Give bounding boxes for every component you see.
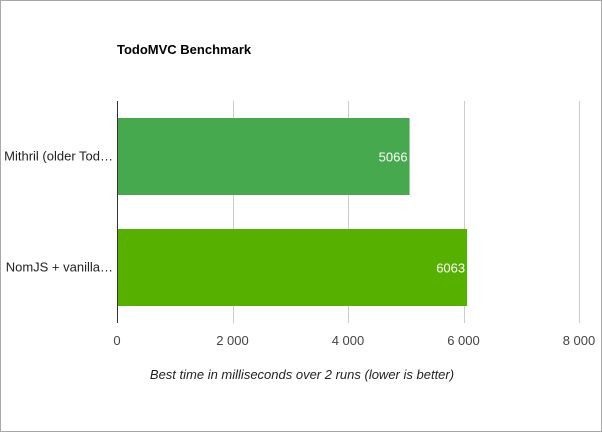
x-tick-label: 0 (113, 333, 120, 348)
bar (117, 229, 468, 306)
chart-title: TodoMVC Benchmark (117, 42, 252, 57)
x-tick-labels: 0 2 000 4 000 6 000 8 000 (113, 333, 595, 348)
category-labels: Mithril (older Tod… NomJS + vanilla… (4, 149, 113, 275)
x-tick-label: 8 000 (563, 333, 596, 348)
x-tick-label: 6 000 (447, 333, 480, 348)
x-tick-label: 4 000 (332, 333, 365, 348)
bar (117, 118, 410, 195)
bar-value-label: 5066 (379, 150, 408, 165)
category-label: Mithril (older Tod… (4, 149, 113, 164)
category-label: NomJS + vanilla… (6, 260, 113, 275)
bar-value-label: 6063 (436, 261, 465, 276)
bars-group: 5066 6063 (117, 118, 468, 306)
x-axis-label: Best time in milliseconds over 2 runs (l… (150, 367, 454, 382)
x-tick-label: 2 000 (216, 333, 249, 348)
